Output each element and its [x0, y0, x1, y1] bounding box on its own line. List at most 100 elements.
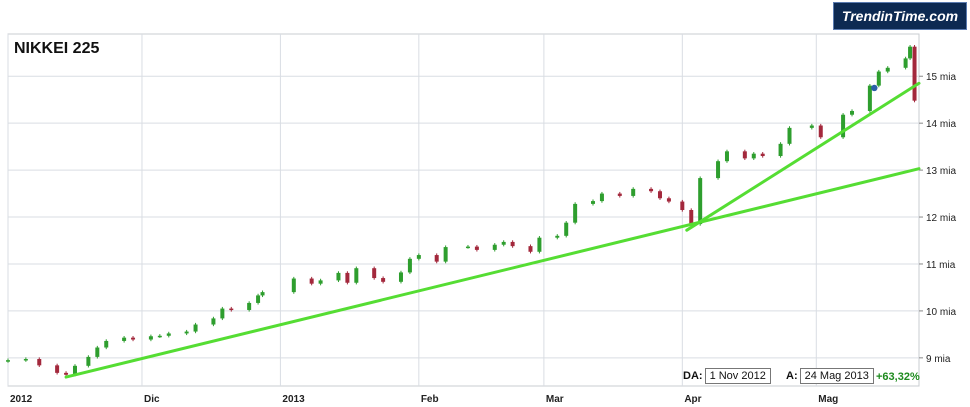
candle-body — [537, 237, 542, 252]
candle-body — [72, 365, 77, 375]
candle-body — [434, 255, 439, 262]
candle-body — [6, 360, 10, 362]
candle-body — [211, 318, 216, 325]
candle-body — [751, 153, 756, 159]
plot-area — [7, 33, 920, 387]
candle-body — [157, 335, 162, 338]
candle-body — [416, 255, 421, 259]
candle-body — [122, 337, 127, 341]
candle-body — [104, 340, 109, 348]
candle-body — [617, 193, 622, 196]
y-tick-label: 11 mia — [926, 260, 956, 271]
candle-body — [193, 324, 198, 332]
candle-body — [95, 347, 100, 357]
candle-body — [260, 292, 265, 296]
candle-body — [631, 188, 636, 196]
candle-body — [64, 372, 69, 375]
candle-body — [148, 336, 153, 340]
candle-body — [465, 246, 470, 249]
candle-body — [37, 359, 42, 366]
trendlines — [64, 81, 921, 379]
y-axis: 9 mia 10 mia 11 mia 12 mia 13 mia 14 mia 15 mi… — [919, 72, 956, 365]
performance-value: +63,32% — [876, 371, 920, 383]
candle-body — [23, 359, 28, 361]
candle-body — [229, 308, 234, 311]
y-tick-label: 9 mia — [926, 354, 951, 365]
x-tick-label: Dic — [144, 394, 160, 405]
candle-body — [336, 272, 341, 281]
candle-body — [381, 278, 386, 282]
candle-body — [778, 143, 783, 157]
candle-body — [573, 203, 578, 223]
candle-body — [724, 151, 729, 162]
date-to-label: A: — [786, 370, 798, 382]
candle-body — [742, 151, 747, 159]
x-axis: 2012 Dic 2013 Feb Mar Apr Mag — [10, 394, 838, 405]
candle-body — [850, 110, 855, 115]
candle-body — [876, 71, 881, 86]
candle-body — [86, 356, 91, 366]
date-to-control[interactable]: A: 24 Mag 2013 — [786, 368, 874, 384]
candle-body — [787, 127, 792, 144]
x-tick-label: Mag — [818, 394, 838, 405]
candle-body — [657, 191, 662, 199]
brand-logo[interactable]: TrendinTime.com — [833, 2, 967, 30]
trendline — [685, 81, 921, 232]
x-tick-label: Apr — [684, 394, 701, 405]
candle-body — [291, 278, 296, 293]
candle-body — [841, 114, 846, 138]
candle-body — [555, 235, 560, 238]
y-tick-label: 13 mia — [926, 166, 956, 177]
candle-body — [354, 268, 359, 283]
candle-body — [809, 125, 814, 128]
trendline — [64, 167, 921, 379]
date-from-input[interactable]: 1 Nov 2012 — [704, 368, 771, 384]
x-tick-label: 2012 — [10, 394, 33, 405]
candle-body — [443, 247, 448, 262]
candle-body — [666, 198, 671, 202]
candle-body — [649, 188, 654, 192]
chart-title: NIKKEI 225 — [14, 40, 100, 57]
x-tick-label: 2013 — [282, 394, 305, 405]
candle-body — [256, 295, 261, 303]
candle-body — [55, 365, 60, 373]
date-from-label: DA: — [683, 370, 703, 382]
candle-body — [680, 201, 685, 210]
candle-body — [372, 268, 377, 279]
y-tick-label: 10 mia — [926, 307, 956, 318]
candle-body — [492, 244, 497, 250]
candle-body — [220, 308, 225, 319]
candle-body — [131, 337, 136, 340]
candle-body — [166, 333, 171, 336]
candle-body — [689, 210, 694, 225]
x-tick-label: Feb — [421, 394, 439, 405]
candle-body — [345, 272, 350, 283]
candles — [6, 45, 917, 377]
candle-body — [867, 85, 872, 111]
candle-body — [885, 67, 890, 72]
x-tick-label: Mar — [546, 394, 564, 405]
date-from-control[interactable]: DA: 1 Nov 2012 — [683, 368, 771, 384]
candle-body — [818, 125, 823, 138]
candle-body — [318, 280, 323, 284]
candle-body — [528, 246, 533, 252]
y-tick-label: 12 mia — [926, 213, 956, 224]
candle-body — [564, 222, 569, 236]
candle-body — [599, 193, 604, 202]
candle-body — [184, 331, 189, 334]
price-marker — [871, 84, 878, 92]
candle-body — [309, 278, 314, 284]
candle-body — [501, 241, 506, 245]
candle-body — [903, 58, 908, 68]
candle-body — [591, 201, 596, 204]
candle-body — [760, 153, 765, 157]
y-tick-label: 14 mia — [926, 119, 956, 130]
candle-body — [407, 258, 412, 273]
date-to-input[interactable]: 24 Mag 2013 — [799, 368, 874, 384]
candle-body — [912, 46, 917, 101]
candle-body — [698, 178, 703, 225]
y-tick-label: 15 mia — [926, 72, 956, 83]
candle-body — [398, 272, 403, 282]
candle-body — [474, 246, 479, 250]
